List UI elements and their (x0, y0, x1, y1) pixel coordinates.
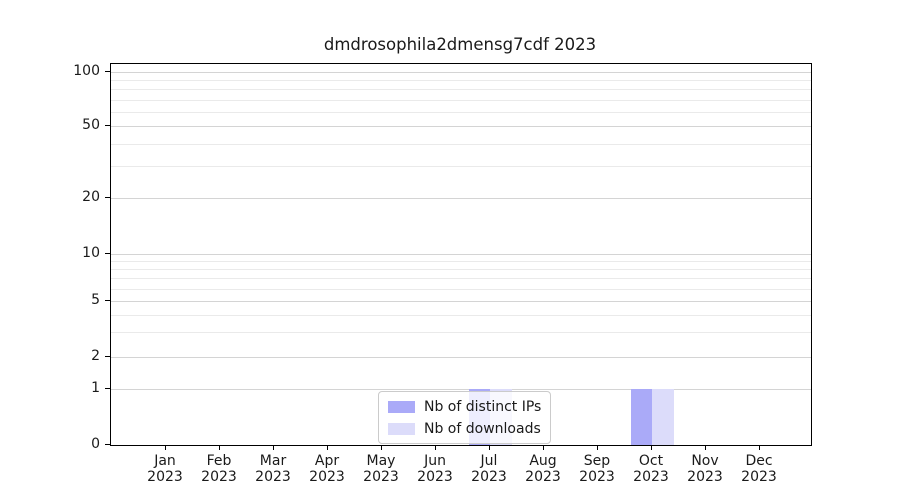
legend-row-downloads: Nb of downloads (388, 419, 541, 438)
x-tick-mark (651, 445, 652, 450)
gridline-major (111, 300, 811, 302)
y-tick-mark (105, 124, 110, 126)
bar-distinct-ips-oct (630, 388, 652, 445)
legend-swatch-downloads-icon (388, 422, 415, 435)
gridline-minor (111, 143, 811, 145)
plot-area: Nb of distinct IPs Nb of downloads (110, 63, 812, 446)
x-tick-label: Feb 2023 (201, 453, 237, 485)
bar-downloads-oct (652, 388, 674, 445)
x-tick-mark (597, 445, 598, 450)
legend-label-distinct-ips: Nb of distinct IPs (424, 398, 542, 415)
y-tick-mark (105, 196, 110, 198)
y-tick-label: 0 (91, 436, 100, 452)
y-tick-mark (105, 387, 110, 389)
x-tick-mark (327, 445, 328, 450)
gridline-minor (111, 99, 811, 101)
gridline-minor (111, 332, 811, 334)
x-tick-label: Apr 2023 (309, 453, 345, 485)
x-tick-mark (543, 445, 544, 450)
legend: Nb of distinct IPs Nb of downloads (378, 391, 552, 444)
gridline-major (111, 254, 811, 255)
x-tick-mark (759, 445, 760, 450)
x-tick-label: Jun 2023 (417, 453, 453, 485)
gridline-minor (111, 314, 811, 316)
y-tick-mark (105, 299, 110, 301)
gridline-major (111, 388, 811, 390)
y-tick-label: 1 (91, 379, 100, 396)
y-tick-mark (105, 444, 110, 445)
x-tick-label: Nov 2023 (687, 453, 723, 485)
y-tick-label: 2 (91, 347, 100, 364)
x-tick-mark (381, 445, 382, 450)
gridline-major (111, 72, 811, 73)
gridline-major (111, 356, 811, 358)
y-tick-mark (105, 253, 110, 254)
x-tick-mark (435, 445, 436, 450)
gridline-minor (111, 288, 811, 290)
chart-title: dmdrosophila2dmensg7cdf 2023 (323, 35, 597, 54)
x-tick-label: Oct 2023 (633, 453, 669, 485)
y-tick-label: 5 (91, 291, 100, 308)
gridline-major (111, 125, 811, 127)
x-tick-label: May 2023 (363, 453, 399, 485)
x-tick-label: Dec 2023 (741, 453, 777, 485)
gridline-minor (111, 111, 811, 113)
gridline-minor (111, 278, 811, 280)
x-tick-mark (273, 445, 274, 450)
y-tick-label: 50 (82, 116, 100, 133)
x-tick-mark (165, 445, 166, 450)
y-tick-label: 10 (82, 245, 100, 261)
gridline-minor (111, 269, 811, 271)
legend-swatch-distinct-ips-icon (388, 400, 415, 413)
x-tick-mark (219, 445, 220, 450)
y-tick-mark (105, 71, 110, 72)
x-tick-mark (705, 445, 706, 450)
x-tick-mark (489, 445, 490, 450)
gridline-minor (111, 166, 811, 168)
x-tick-label: Jul 2023 (471, 453, 507, 485)
legend-label-downloads: Nb of downloads (424, 420, 541, 437)
gridline-minor (111, 80, 811, 82)
y-tick-mark (105, 355, 110, 357)
gridline-major (111, 197, 811, 199)
y-tick-label: 20 (82, 188, 100, 205)
x-tick-label: Sep 2023 (579, 453, 615, 485)
x-tick-label: Aug 2023 (525, 453, 561, 485)
x-tick-label: Jan 2023 (147, 453, 183, 485)
gridline-minor (111, 261, 811, 263)
x-tick-label: Mar 2023 (255, 453, 291, 485)
gridline-minor (111, 89, 811, 91)
y-tick-label: 100 (73, 63, 100, 79)
legend-row-distinct-ips: Nb of distinct IPs (388, 397, 541, 416)
